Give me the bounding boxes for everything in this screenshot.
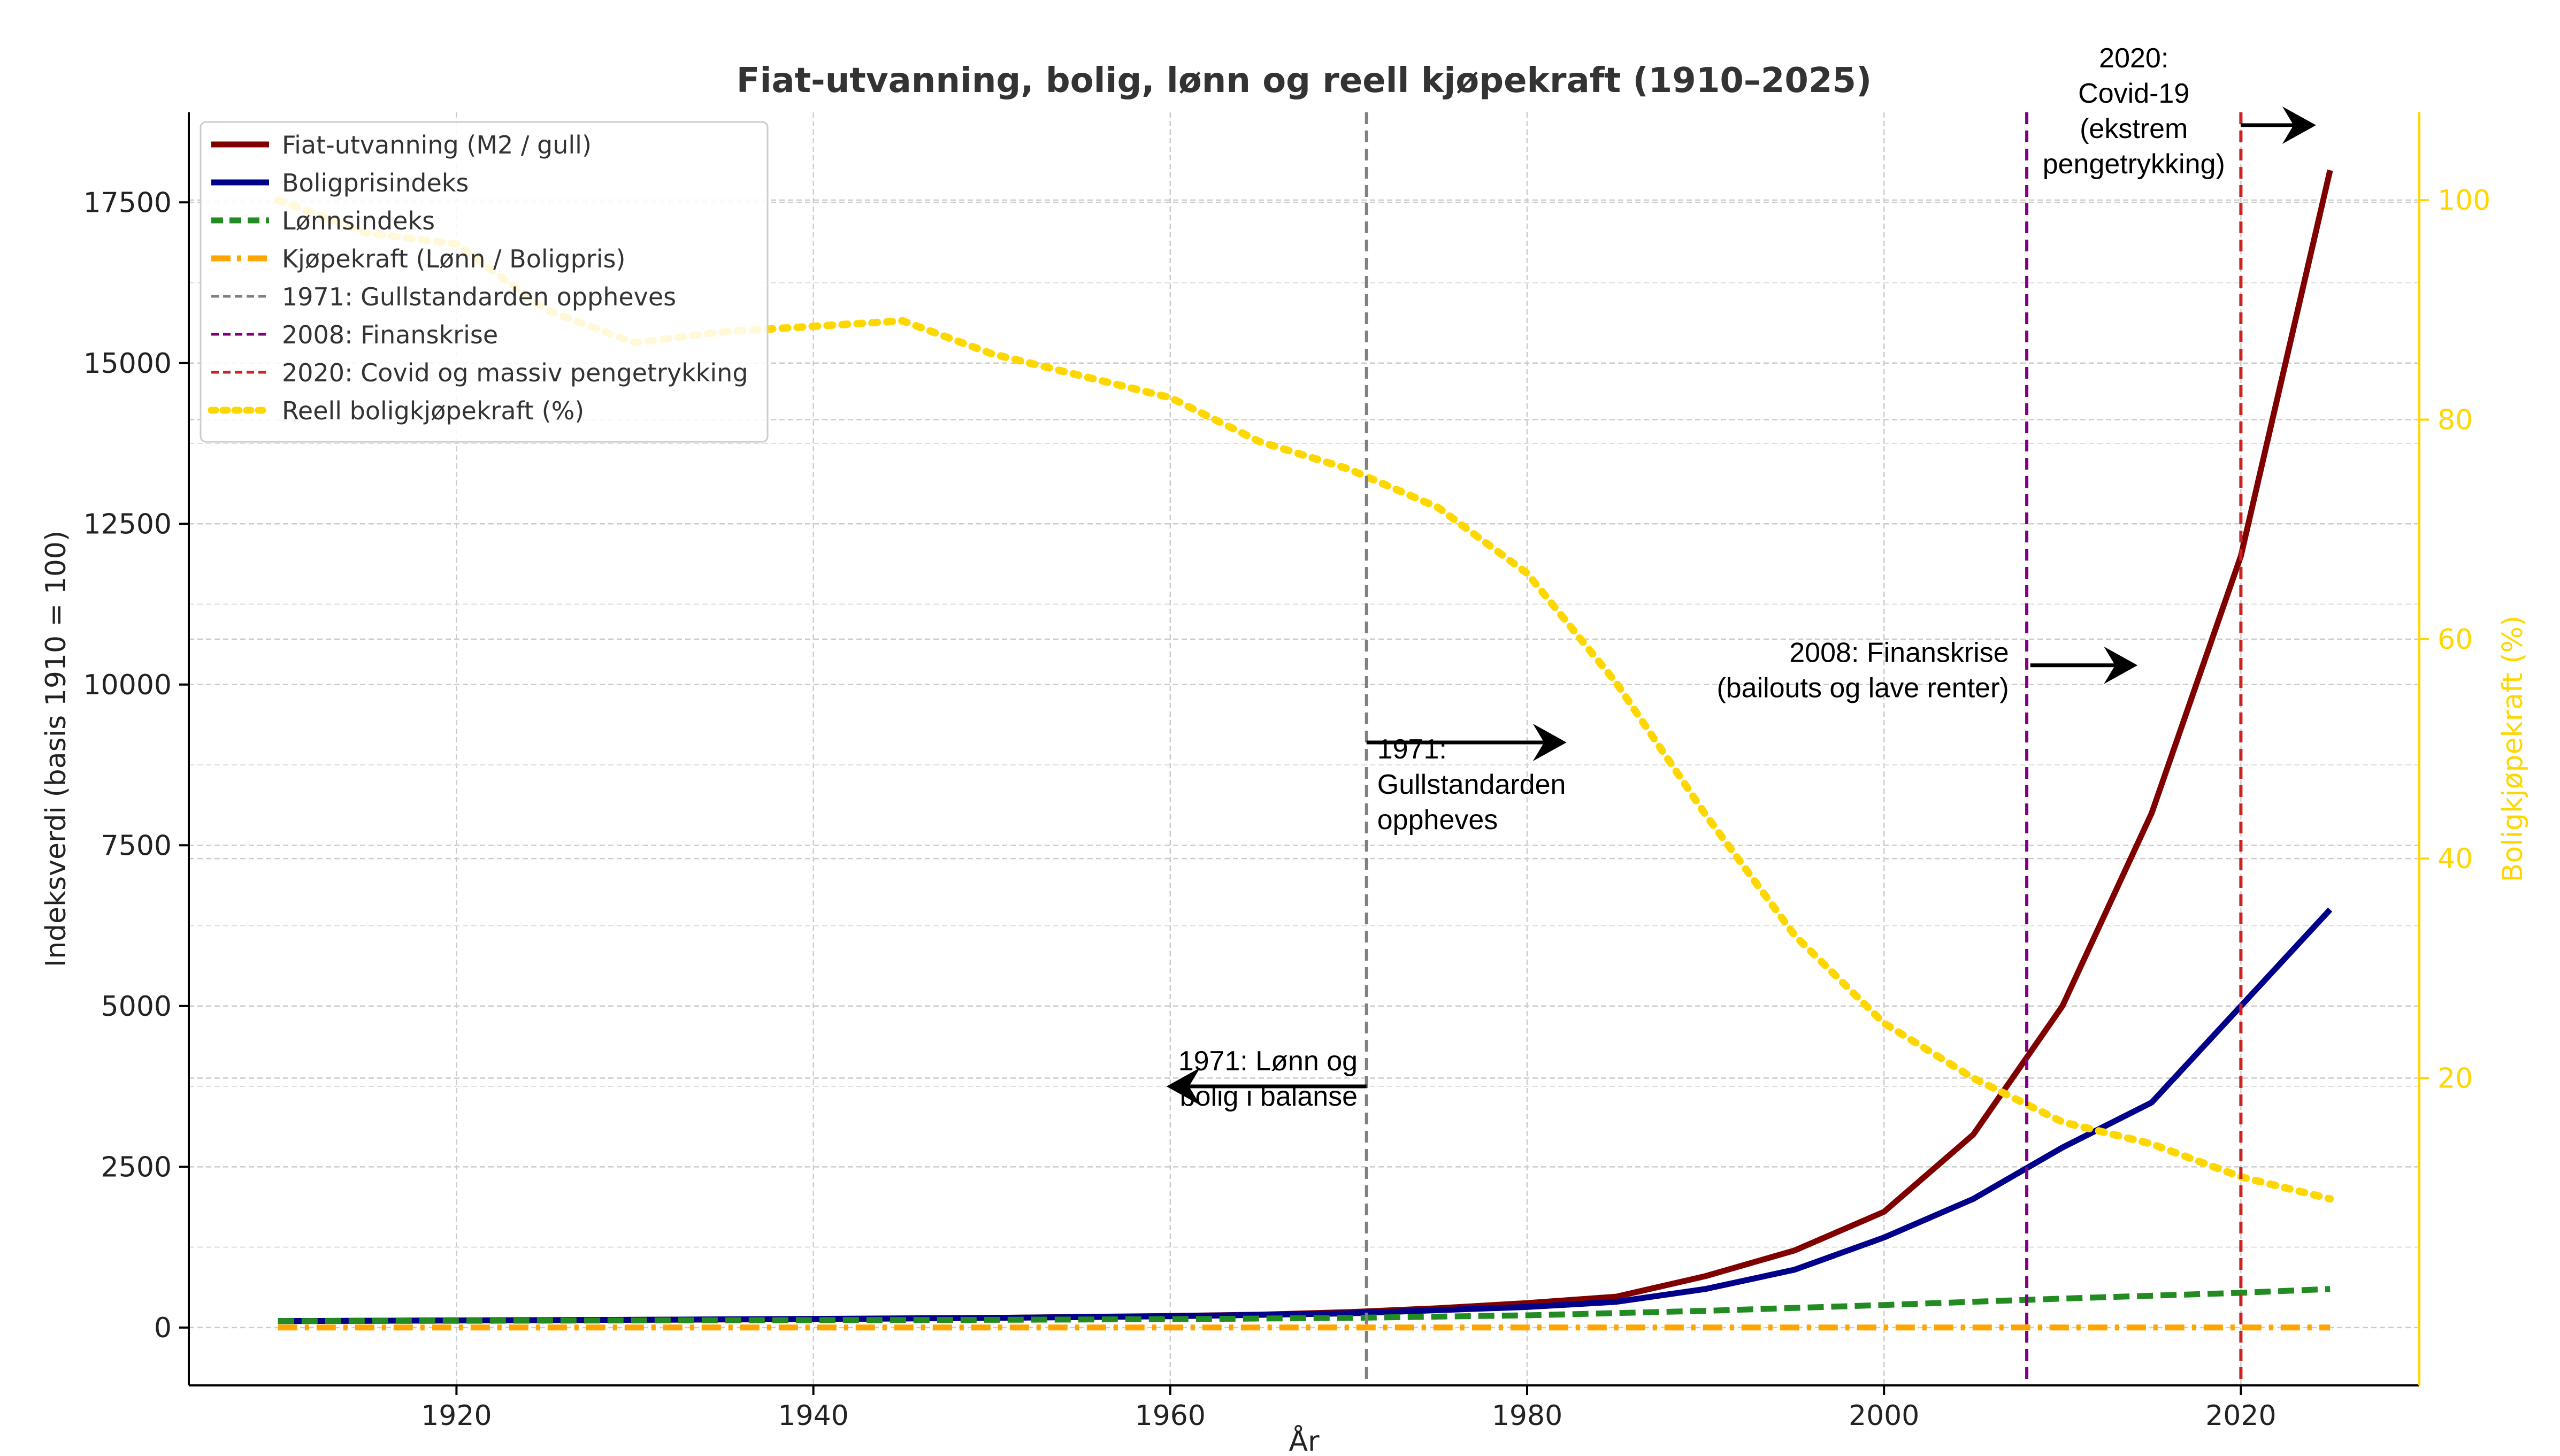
grid-lines [189,112,2419,1385]
legend-label: Reell boligkjøpekraft (%) [282,396,584,425]
annotation-text: (ekstrem [2080,113,2188,144]
y-tick-label-right: 80 [2438,404,2473,436]
x-tick-label: 1960 [1135,1400,1206,1432]
x-tick-label: 1920 [421,1400,492,1432]
annotation-text: (bailouts og lave renter) [1716,673,2009,704]
legend-label: 2020: Covid og massiv pengetrykking [282,358,748,387]
annotation-text: oppheves [1377,804,1498,836]
legend-label: 2008: Finanskrise [282,320,498,349]
y-tick-label: 10000 [83,669,172,701]
y-tick-label-right: 20 [2438,1063,2473,1095]
y-tick-label: 5000 [101,991,172,1023]
y-tick-label: 17500 [83,187,172,219]
legend-item: 2008: Finanskrise [211,320,498,349]
x-tick-label: 1940 [778,1400,848,1432]
axes: 1920 1940 1960 1980 2000 2020 0 2500 5000 7500 100… [83,112,2490,1432]
annotations: 1971: Gullstandarden oppheves 1971: Lønn og… [1166,43,2316,1112]
legend-item: 1971: Gullstandarden oppheves [211,282,676,311]
x-tick-label: 2000 [1849,1400,1919,1432]
chart-title: Fiat-utvanning, bolig, lønn og reell kjø… [737,61,1872,101]
vertical-lines [1365,112,2243,1385]
y-axis-right-label: Boligkjøpekraft (%) [2497,616,2529,882]
y-tick-label: 7500 [101,830,172,862]
legend-item: Reell boligkjøpekraft (%) [208,396,584,425]
annotation-text: Covid-19 [2078,78,2189,109]
legend-label: Lønnsindeks [282,206,435,235]
y-tick-label-right: 60 [2438,624,2473,656]
legend: Fiat-utvanning (M2 / gull) Boligprisindek… [200,121,769,443]
y-tick-label-right: 40 [2438,843,2473,875]
legend-item: Boligprisindeks [211,168,469,197]
series-line-3 [278,1286,2331,1324]
y-tick-label: 0 [154,1312,172,1344]
legend-item: 2020: Covid og massiv pengetrykking [211,358,748,387]
legend-item: Fiat-utvanning (M2 / gull) [211,131,592,159]
x-axis-label: År [1289,1424,1320,1456]
annotation-text: 2020: [2099,43,2168,74]
series-line-2 [278,907,2333,1324]
legend-label: Boligprisindeks [282,168,469,197]
annotation-text: 2008: Finanskrise [1789,638,2009,669]
legend-label: Fiat-utvanning (M2 / gull) [282,131,592,159]
y-tick-label: 2500 [101,1151,172,1183]
legend-label: 1971: Gullstandarden oppheves [282,282,676,311]
annotation-1: 1971: Gullstandarden oppheves [1366,723,1567,836]
annotation-4: 2020: Covid-19 (ekstrem pengetrykking) [2043,43,2316,180]
annotation-text: Gullstandarden [1377,769,1566,800]
annotation-text: 1971: Lønn og [1178,1046,1358,1077]
annotation-text: 1971: [1377,734,1447,765]
annotation-3: 2008: Finanskrise (bailouts og lave rente… [1716,638,2138,704]
y-tick-label-right: 100 [2438,185,2490,217]
legend-item: Kjøpekraft (Lønn / Boligpris) [211,244,625,273]
y-tick-label: 15000 [83,348,172,380]
y-axis-label: Indeksverdi (basis 1910 = 100) [40,531,72,968]
x-tick-label: 2020 [2205,1400,2276,1432]
x-tick-label: 1980 [1492,1400,1562,1432]
legend-box [200,121,769,443]
y-tick-label: 12500 [83,508,172,540]
legend-item: Lønnsindeks [211,206,435,235]
annotation-text: pengetrykking) [2043,149,2225,180]
legend-label: Kjøpekraft (Lønn / Boligpris) [282,244,625,273]
